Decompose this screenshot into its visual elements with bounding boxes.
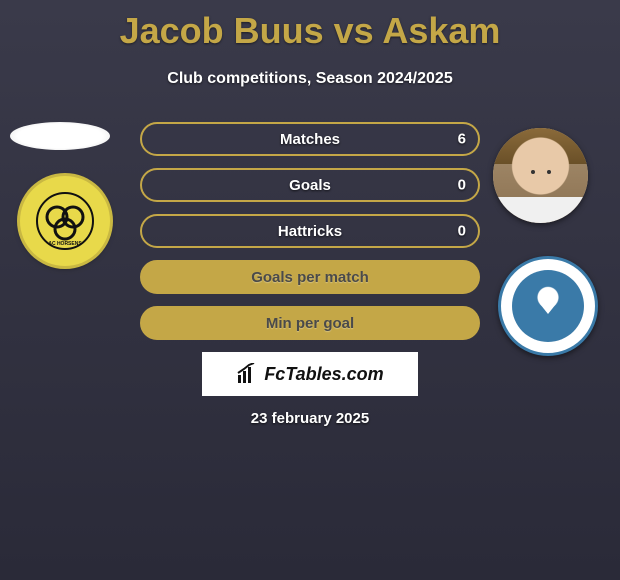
stat-label: Hattricks bbox=[278, 223, 342, 240]
ac-horsens-icon: AC HORSENS bbox=[35, 191, 95, 251]
chart-icon bbox=[236, 363, 258, 385]
stat-right-value: 6 bbox=[458, 131, 466, 148]
stat-right-value: 0 bbox=[458, 177, 466, 194]
right-club-logo bbox=[498, 256, 598, 356]
stats-container: Matches 6 Goals 0 Hattricks 0 Goals per … bbox=[140, 122, 480, 352]
stat-label: Goals bbox=[289, 177, 331, 194]
right-player-avatar bbox=[493, 128, 588, 223]
stat-row-matches: Matches 6 bbox=[140, 122, 480, 156]
attribution-banner: FcTables.com bbox=[202, 352, 418, 396]
stat-row-goals: Goals 0 bbox=[140, 168, 480, 202]
left-player-avatar bbox=[10, 122, 110, 150]
page-title: Jacob Buus vs Askam bbox=[0, 0, 620, 52]
stat-row-hattricks: Hattricks 0 bbox=[140, 214, 480, 248]
stat-label: Goals per match bbox=[251, 269, 369, 286]
attribution-text: FcTables.com bbox=[264, 364, 383, 385]
left-club-text: AC HORSENS bbox=[48, 241, 82, 247]
left-club-logo: AC HORSENS bbox=[20, 176, 110, 266]
stat-row-min-per-goal: Min per goal bbox=[140, 306, 480, 340]
stat-label: Min per goal bbox=[266, 315, 354, 332]
stat-row-goals-per-match: Goals per match bbox=[140, 260, 480, 294]
date-text: 23 february 2025 bbox=[0, 410, 620, 427]
page-subtitle: Club competitions, Season 2024/2025 bbox=[0, 70, 620, 88]
stat-right-value: 0 bbox=[458, 223, 466, 240]
stat-label: Matches bbox=[280, 131, 340, 148]
fc-roskilde-icon bbox=[512, 270, 584, 342]
